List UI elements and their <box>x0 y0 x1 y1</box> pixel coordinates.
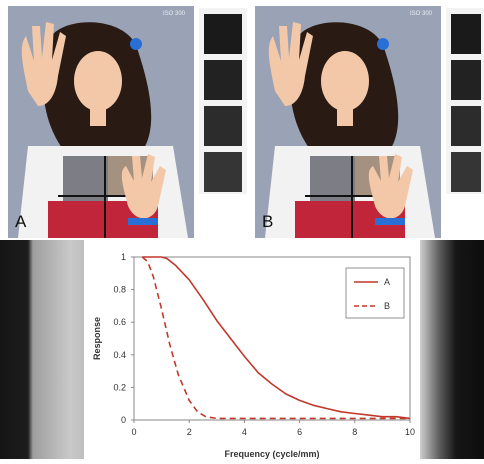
gray-patch-strip-b <box>446 8 484 194</box>
x-tick-label: 6 <box>297 427 302 437</box>
panel-label-a: A <box>15 212 27 231</box>
legend: AB <box>345 267 405 319</box>
x-tick-label: 2 <box>187 427 192 437</box>
series-line-b <box>141 256 410 420</box>
x-tick-label: 4 <box>242 427 247 437</box>
mtf-chart-svg: 0 2 4 6 8 10 00.20.40.60.81 AB Frequency (cyc… <box>92 252 415 459</box>
gray-patch <box>204 60 242 100</box>
legend-label-a: A <box>384 277 390 287</box>
portrait-illustration-a <box>8 6 194 238</box>
y-tick-label: 0.8 <box>113 285 126 295</box>
gray-patch <box>451 152 481 192</box>
legend-label-b: B <box>384 301 390 311</box>
gray-patch <box>451 60 481 100</box>
gray-patch <box>451 106 481 146</box>
gray-patch <box>204 152 242 192</box>
y-tick-label: 0.2 <box>113 382 126 392</box>
gray-patch <box>204 106 242 146</box>
gray-patch <box>451 14 481 54</box>
panel-label-b: B <box>262 212 274 231</box>
y-tick-label: 0.6 <box>113 317 126 327</box>
x-tick-label: 8 <box>352 427 357 437</box>
gray-patch-strip-a <box>199 8 247 194</box>
legend-box <box>345 267 405 319</box>
y-tick-label: 1 <box>121 252 126 262</box>
portrait-illustration-b <box>255 6 441 238</box>
y-tick-label: 0.4 <box>113 350 126 360</box>
y-tick-label: 0 <box>121 415 126 425</box>
gray-patch <box>204 14 242 54</box>
iso-label-b: ISO 300 <box>409 11 432 17</box>
y-axis-ticks: 0 0.2 0.4 0.6 0.8 1 <box>113 252 134 425</box>
series-line-a <box>142 256 411 420</box>
x-axis-label: Frequency (cycle/mm) <box>224 449 319 459</box>
series-group <box>141 256 411 420</box>
y-axis-label: Response <box>92 317 102 360</box>
x-axis-ticks: 0 2 4 6 8 10 <box>131 420 415 437</box>
iso-label-a: ISO 300 <box>162 11 185 17</box>
x-tick-label: 10 <box>405 427 415 437</box>
photo-panel-b: ISO 300 B <box>255 6 441 238</box>
photo-panel-a: ISO 300 A <box>8 6 194 238</box>
plot-area-frame <box>133 256 411 421</box>
x-tick-label: 0 <box>131 427 136 437</box>
